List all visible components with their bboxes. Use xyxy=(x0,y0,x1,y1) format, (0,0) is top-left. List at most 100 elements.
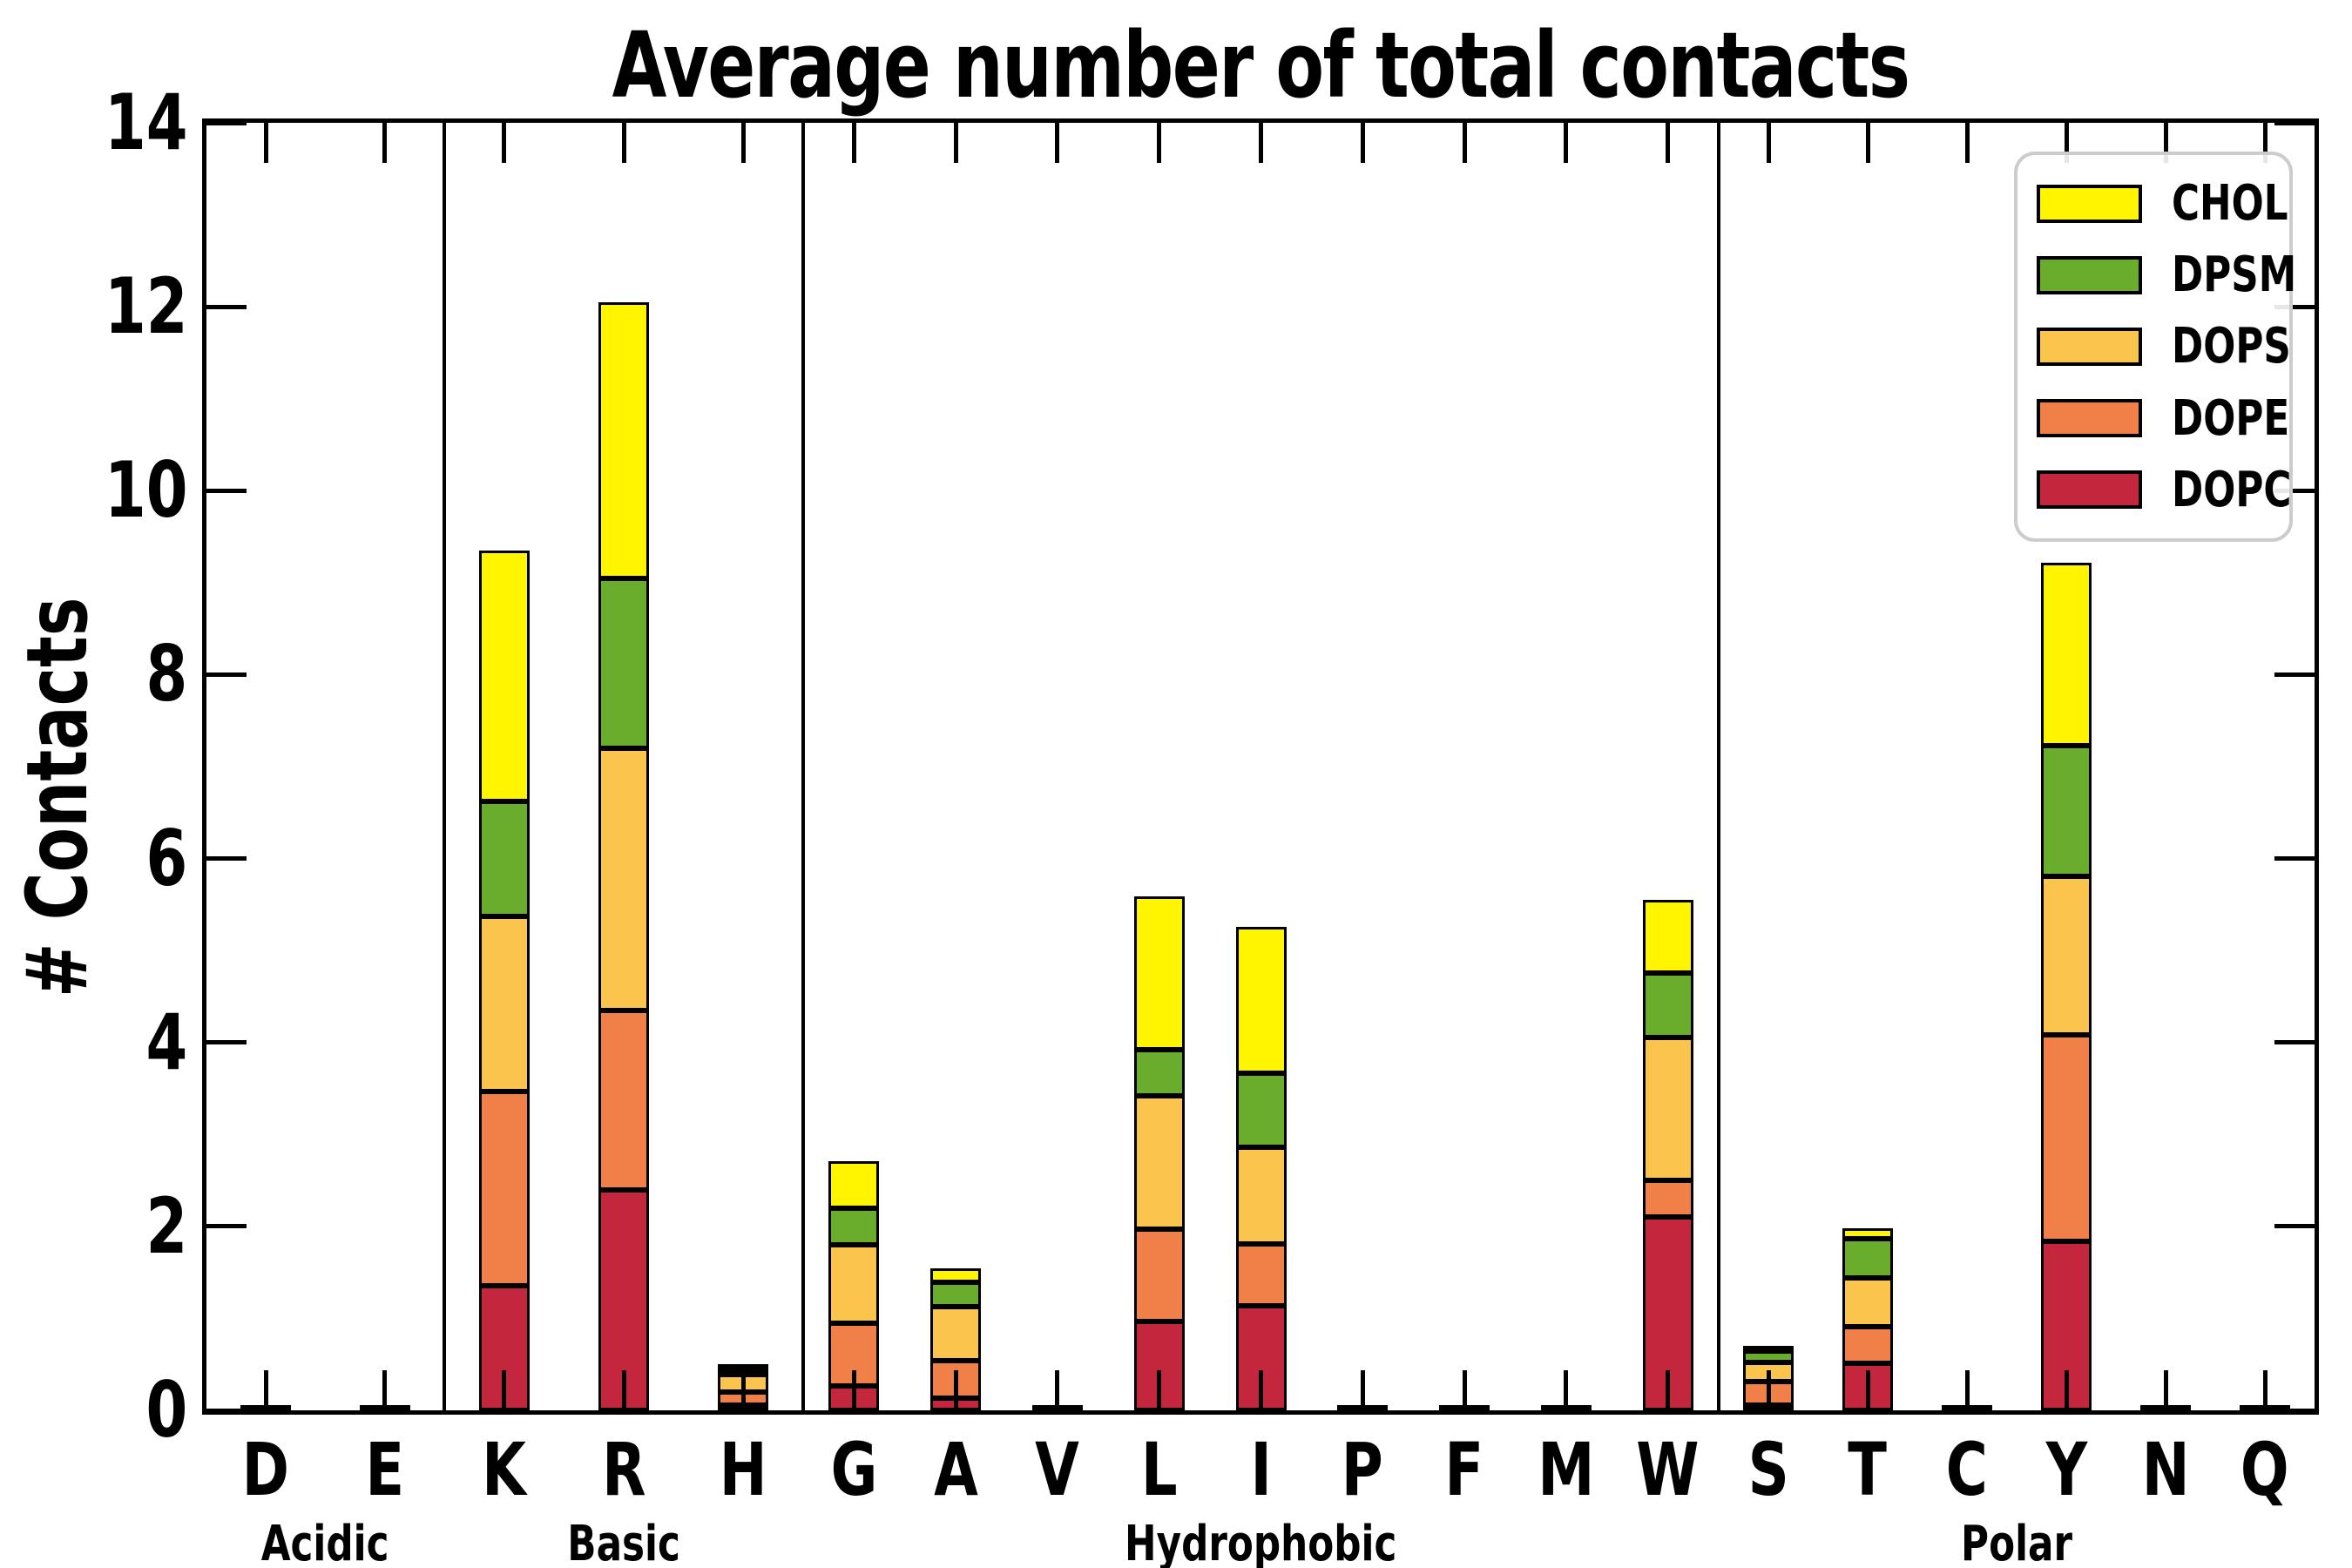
x-tick-top-A xyxy=(953,123,958,163)
x-tick-label-text: T xyxy=(1848,1427,1888,1512)
x-tick-top-K xyxy=(502,123,507,163)
group-divider-2 xyxy=(1717,123,1720,1410)
bar-W-DOPS xyxy=(1642,1037,1693,1181)
x-tick-top-P xyxy=(1360,123,1365,163)
x-tick-top-E xyxy=(382,123,388,163)
x-tick-bottom-L xyxy=(1157,1370,1162,1410)
x-tick-label-text: I xyxy=(1250,1427,1272,1512)
x-tick-top-T xyxy=(1865,123,1870,163)
x-tick-bottom-Y xyxy=(2064,1370,2069,1410)
group-divider-1 xyxy=(801,123,805,1410)
x-tick-label-text: C xyxy=(1945,1427,1989,1512)
bar-K-DOPE xyxy=(478,1091,530,1287)
x-tick-bottom-W xyxy=(1666,1370,1671,1410)
x-tick-label-S: S xyxy=(1707,1430,1829,1509)
x-tick-bottom-H xyxy=(740,1370,746,1410)
bar-Y-CHOL xyxy=(2041,562,2092,746)
x-tick-label-M: M xyxy=(1505,1430,1627,1509)
group-label-text: Basic xyxy=(567,1516,680,1568)
x-tick-top-V xyxy=(1055,123,1060,163)
bar-R-DOPE xyxy=(598,1010,649,1190)
bar-T-DOPS xyxy=(1842,1278,1893,1327)
x-tick-label-Y: Y xyxy=(2005,1430,2127,1509)
legend-swatch-dope xyxy=(2037,399,2142,438)
x-tick-bottom-P xyxy=(1360,1370,1365,1410)
bar-Y-DOPE xyxy=(2041,1035,2092,1241)
bar-W xyxy=(1642,900,1693,1410)
x-tick-bottom-N xyxy=(2163,1370,2168,1410)
legend-swatch-dopc xyxy=(2037,470,2142,510)
x-tick-bottom-C xyxy=(1964,1370,1970,1410)
x-tick-top-F xyxy=(1462,123,1467,163)
x-tick-label-text: P xyxy=(1342,1427,1384,1512)
legend-label-dops: DOPS xyxy=(2172,318,2324,375)
x-tick-bottom-I xyxy=(1259,1370,1263,1410)
x-tick-label-text: S xyxy=(1747,1427,1789,1512)
group-label-acidic: Acidic xyxy=(206,1517,444,1568)
x-tick-bottom-A xyxy=(953,1370,958,1410)
y-tick-right-6 xyxy=(2274,856,2315,862)
x-tick-bottom-M xyxy=(1564,1370,1569,1410)
x-tick-top-L xyxy=(1157,123,1162,163)
plot-area xyxy=(206,120,2315,1413)
x-tick-top-Y xyxy=(2064,123,2069,163)
bar-Y-DPSM xyxy=(2041,745,2092,876)
group-label-text: Acidic xyxy=(261,1516,389,1568)
y-tick-label-10: 10 xyxy=(0,445,187,536)
bar-Y-DOPS xyxy=(2041,875,2092,1036)
bar-Y-DOPC xyxy=(2041,1240,2092,1410)
x-tick-label-text: L xyxy=(1140,1427,1178,1512)
y-tick-label-text: 14 xyxy=(104,78,187,167)
bar-T-DPSM xyxy=(1842,1238,1893,1279)
x-tick-label-W: W xyxy=(1607,1430,1729,1509)
x-tick-label-Q: Q xyxy=(2204,1430,2326,1509)
y-tick-label-4: 4 xyxy=(0,997,187,1088)
x-tick-top-N xyxy=(2163,123,2168,163)
bar-W-CHOL xyxy=(1642,900,1693,973)
x-tick-label-text: M xyxy=(1538,1427,1595,1512)
y-tick-label-text: 4 xyxy=(145,997,187,1087)
x-tick-bottom-T xyxy=(1865,1370,1870,1410)
x-tick-bottom-E xyxy=(382,1370,388,1410)
x-tick-label-text: Y xyxy=(2045,1427,2087,1512)
x-tick-label-F: F xyxy=(1403,1430,1525,1509)
legend-swatch-chol xyxy=(2037,184,2142,223)
group-label-basic: Basic xyxy=(444,1517,803,1568)
x-tick-label-D: D xyxy=(205,1430,327,1509)
legend-label-dope: DOPE xyxy=(2172,390,2322,447)
legend-label-dpsm: DPSM xyxy=(2172,247,2332,303)
legend-item-dpsm: DPSM xyxy=(2017,247,2296,303)
y-tick-label-text: 12 xyxy=(104,261,187,352)
x-tick-top-R xyxy=(621,123,626,163)
bar-I-DOPE xyxy=(1235,1243,1287,1306)
x-tick-label-text: K xyxy=(482,1427,527,1512)
x-tick-bottom-F xyxy=(1462,1370,1467,1410)
x-tick-bottom-K xyxy=(502,1370,507,1410)
bar-A-DOPS xyxy=(930,1306,982,1361)
x-tick-top-C xyxy=(1964,123,1970,163)
y-tick-left-14 xyxy=(206,120,247,125)
x-tick-label-text: W xyxy=(1636,1427,1700,1512)
bar-L xyxy=(1133,896,1185,1410)
group-label-text: Hydrophobic xyxy=(1125,1516,1397,1568)
y-tick-right-0 xyxy=(2274,1408,2315,1413)
bar-I-DPSM xyxy=(1235,1072,1287,1148)
y-tick-right-2 xyxy=(2274,1224,2315,1229)
bar-W-DOPE xyxy=(1642,1180,1693,1218)
legend-item-dopc: DOPC xyxy=(2017,461,2292,518)
bar-W-DPSM xyxy=(1642,972,1693,1038)
x-tick-label-R: R xyxy=(563,1430,685,1509)
bar-I-DOPS xyxy=(1235,1147,1287,1244)
legend-label-text: DOPC xyxy=(2172,461,2292,518)
x-tick-label-text: N xyxy=(2141,1427,2190,1512)
group-label-text: Polar xyxy=(1960,1516,2073,1568)
bar-R-DPSM xyxy=(598,578,649,748)
legend-label-chol: CHOL xyxy=(2172,175,2321,232)
bar-K-DOPS xyxy=(478,916,530,1092)
bar-K-CHOL xyxy=(478,550,530,802)
legend-swatch-dpsm xyxy=(2037,255,2142,294)
y-tick-label-0: 0 xyxy=(0,1365,187,1456)
x-tick-top-G xyxy=(851,123,856,163)
y-tick-label-6: 6 xyxy=(0,814,187,904)
x-tick-label-text: A xyxy=(933,1427,978,1512)
